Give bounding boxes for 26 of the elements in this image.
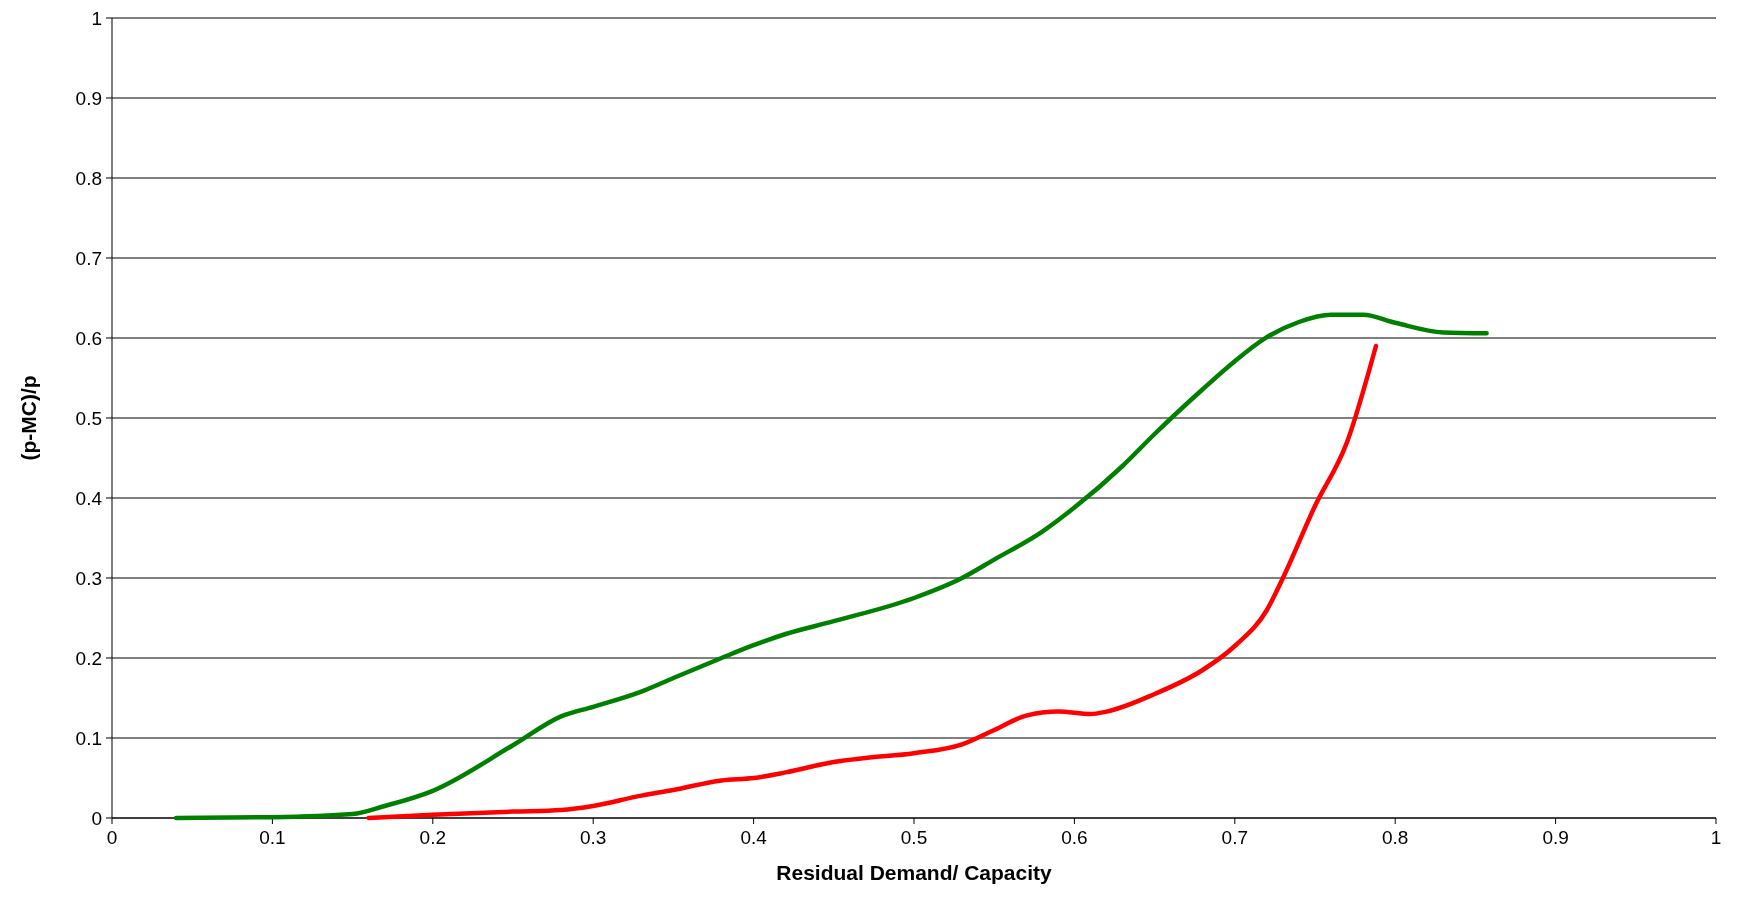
x-tick-label: 0.8 [1381,827,1409,848]
y-tick-label: 0.6 [75,328,102,349]
y-tick-label: 0.9 [75,88,102,109]
x-tick-label: 0 [106,827,118,848]
line-series [173,312,1489,821]
x-tick-label: 0.9 [1542,827,1569,848]
y-tick-label: 1 [91,8,102,29]
y-tick-label: 0.5 [75,408,102,429]
y-tick-label: 0.8 [75,168,102,189]
y-tick-label: 0.3 [75,568,102,589]
y-tick-label: 0.2 [75,648,102,669]
y-tick-label: 0.1 [75,728,102,749]
x-tick-label: 0.1 [259,827,286,848]
x-tick-label: 0.2 [419,827,447,848]
x-tick-label: 0.6 [1061,827,1088,848]
y-tick-label: 0.7 [75,248,102,269]
x-tick-label: 0.5 [900,827,928,848]
x-tick-label: 0.7 [1221,827,1249,848]
y-tick-label: 0.4 [75,488,103,509]
x-tick-label: 0.4 [740,827,768,848]
line-series [366,343,1379,821]
y-axis-title: (p-MC)/p [17,375,40,461]
x-axis-title: Residual Demand/ Capacity [776,861,1053,884]
y-tick-label: 0 [91,808,102,829]
x-tick-label: 0.3 [579,827,607,848]
x-tick-label: 1 [1710,827,1722,848]
